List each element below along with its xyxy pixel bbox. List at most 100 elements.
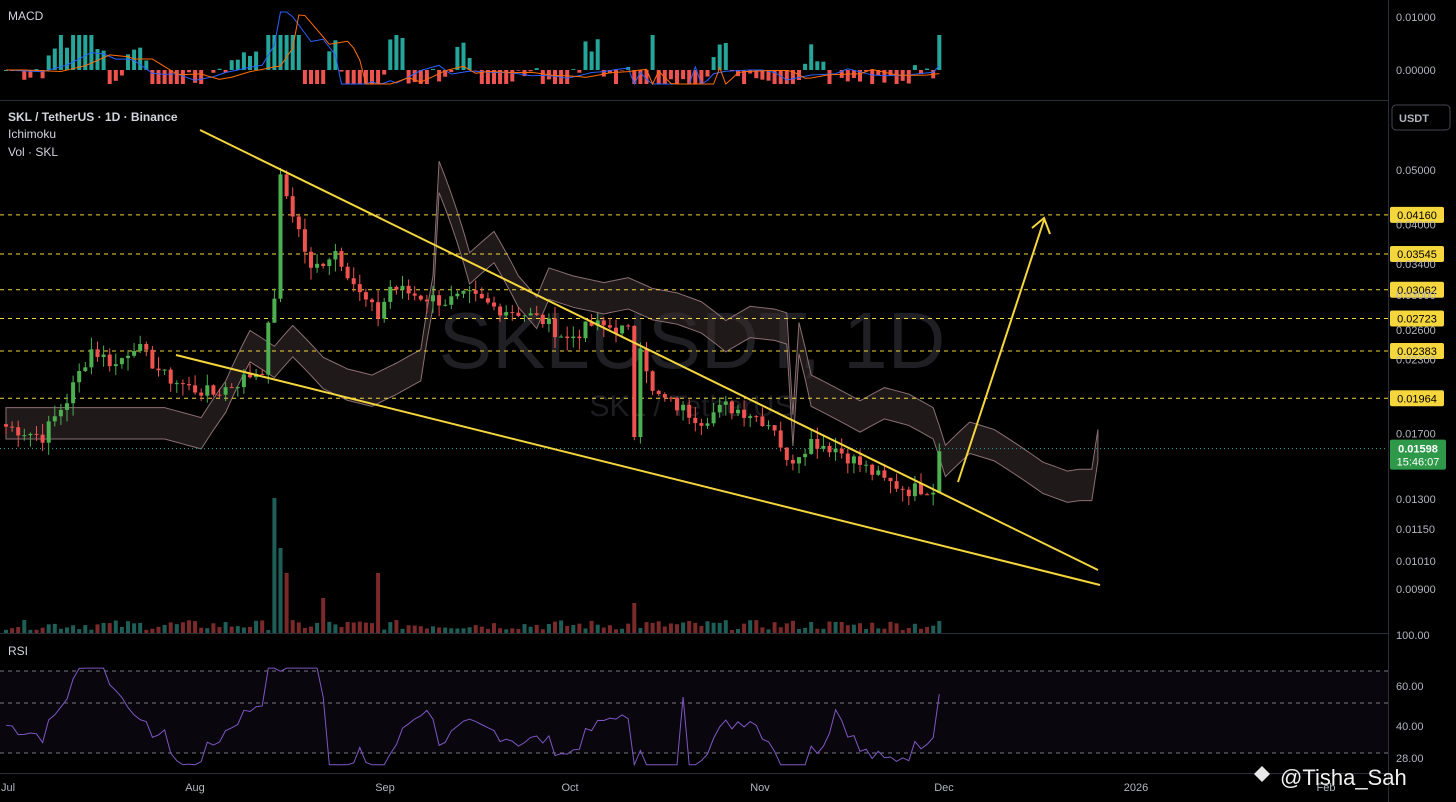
volume-bar	[601, 627, 606, 633]
volume-bar	[699, 626, 704, 633]
candle-body	[199, 392, 204, 396]
volume-bar	[681, 622, 686, 633]
volume-bar	[241, 627, 246, 633]
volume-bar	[485, 628, 490, 633]
ichimoku-label[interactable]: Ichimoku	[8, 127, 56, 141]
credit-text: @Tisha_Sah	[1280, 765, 1407, 790]
volume-bar	[449, 628, 454, 633]
candle-body	[10, 426, 15, 428]
volume-bar	[888, 621, 893, 633]
volume-bar	[717, 622, 722, 633]
volume-bar	[912, 623, 917, 633]
macd-hist-bar	[77, 35, 82, 70]
volume-bar	[467, 627, 472, 633]
macd-hist-bar	[119, 70, 124, 76]
candle-body	[912, 483, 917, 497]
time-axis[interactable]: Jul Aug Sep Oct Nov Dec 2026 Feb	[1, 782, 1336, 794]
macd-hist-bar	[217, 68, 222, 70]
macd-hist-bar	[675, 70, 679, 84]
level-label-0: 0.04160	[1390, 206, 1444, 223]
trendlines	[175, 129, 1101, 586]
macd-hist-bar	[717, 44, 722, 70]
macd-hist-bar	[607, 70, 612, 74]
macd-hist-bar	[28, 70, 33, 78]
candle-body	[778, 430, 783, 448]
candle-body	[22, 435, 27, 437]
candle-body	[156, 368, 161, 371]
candle-body	[473, 290, 478, 294]
macd-hist-bar	[754, 70, 759, 79]
macd-hist-bar	[345, 70, 350, 84]
macd-hist-bar	[321, 70, 326, 84]
macd-hist-bar	[492, 70, 496, 84]
candle-body	[736, 409, 740, 414]
candle-body	[510, 312, 515, 314]
volume-bar	[772, 622, 777, 633]
volume-bar	[46, 624, 51, 633]
volume-bar	[199, 627, 204, 633]
candle-body	[321, 263, 326, 267]
candle-body	[16, 427, 21, 436]
macd-hist-bar	[565, 70, 570, 84]
volume-bar	[180, 622, 185, 633]
volume-bar	[736, 629, 740, 633]
volume-bar	[577, 623, 582, 633]
volume-bar	[797, 629, 801, 633]
price-levels: 0.04160 0.03545 0.03062 0.02723 0.02383 0.019…	[0, 206, 1446, 470]
candle-body	[760, 416, 765, 427]
volume-bar	[851, 624, 856, 633]
candle-body	[187, 384, 191, 386]
candle-body	[101, 354, 106, 358]
candle-body	[583, 321, 588, 339]
volume-bar	[632, 603, 637, 633]
price-axis[interactable]: 0.05000 0.04000 0.03400 0.03000 0.02600 0.023…	[1396, 165, 1436, 596]
macd-hist-bar	[906, 70, 911, 84]
volume-bar	[546, 623, 551, 633]
macd-hist-bar	[437, 70, 442, 82]
macd-hist-bar	[638, 70, 643, 84]
candle-body	[400, 285, 405, 290]
candle-body	[833, 448, 838, 453]
macd-hist-bar	[516, 70, 521, 71]
macd-hist-bar	[705, 70, 710, 77]
candle-body	[711, 412, 716, 424]
time-tick-2: Sep	[375, 782, 395, 794]
volume-bar	[882, 628, 887, 633]
candle-body	[205, 385, 210, 396]
svg-text:0.02723: 0.02723	[1397, 313, 1437, 325]
symbol-title[interactable]: SKL / TetherUS · 1D · Binance	[8, 110, 178, 124]
volume-bar	[827, 621, 832, 633]
currency-button[interactable]: USDT	[1391, 104, 1451, 131]
macd-hist-bar	[821, 61, 826, 70]
volume-bar	[931, 625, 936, 633]
volume-bar	[839, 621, 844, 633]
arrow-head	[1031, 216, 1051, 235]
macd-hist-bar	[595, 39, 600, 70]
candle-body	[650, 371, 655, 391]
macd-hist-bar	[431, 69, 435, 70]
candle-body	[266, 322, 271, 375]
macd-hist-bar	[571, 69, 576, 70]
volume-bar	[113, 620, 118, 633]
volume-bar	[138, 622, 143, 633]
volume-bar	[290, 620, 295, 633]
macd-hist-bar	[668, 70, 673, 80]
volume-label[interactable]: Vol · SKL	[8, 145, 58, 159]
candle-body	[498, 306, 503, 316]
candle-body	[65, 403, 69, 410]
rsi-pane	[0, 667, 1388, 767]
volume-bar	[583, 628, 588, 633]
macd-hist-bar	[199, 70, 204, 84]
macd-hist-bar	[65, 47, 69, 70]
candle-body	[83, 367, 88, 372]
macd-hist-bar	[687, 70, 692, 84]
volume-bar	[437, 627, 442, 633]
candle-body	[516, 312, 521, 316]
candle-body	[431, 295, 435, 302]
macd-hist-bar	[235, 59, 240, 70]
volume-bar	[528, 626, 533, 633]
candle-body	[784, 447, 789, 460]
candle-body	[699, 423, 704, 426]
candle-body	[870, 464, 875, 475]
